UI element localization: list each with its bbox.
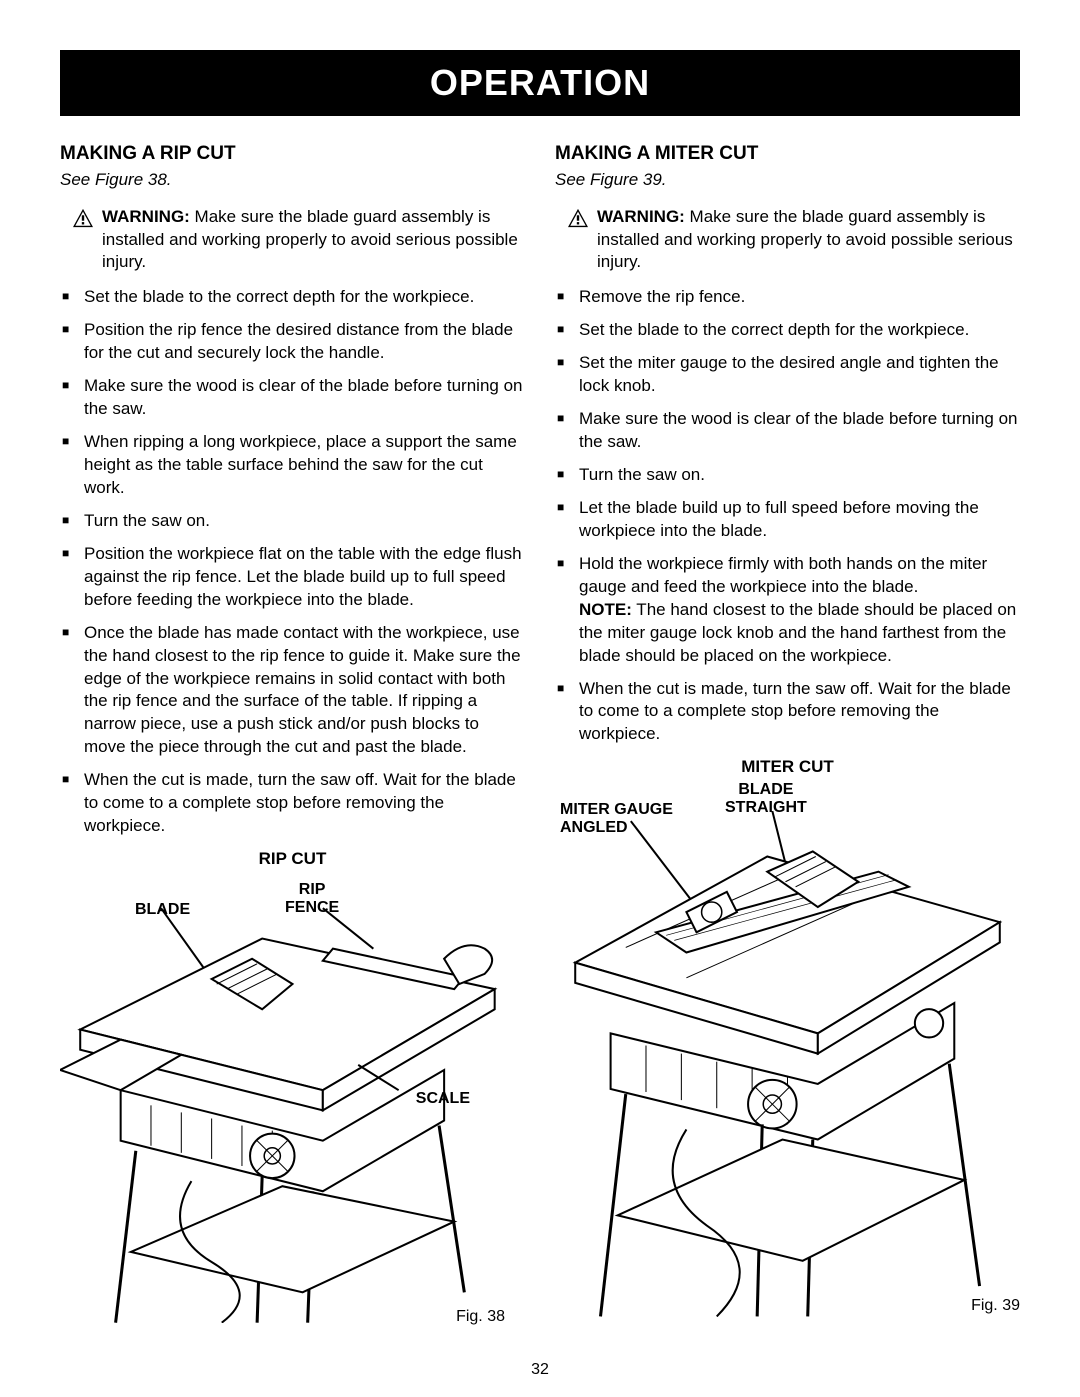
banner-title: OPERATION xyxy=(60,50,1020,116)
list-item: Remove the rip fence. xyxy=(555,286,1020,309)
list-item: When the cut is made, turn the saw off. … xyxy=(60,769,525,838)
warning-triangle-icon xyxy=(567,208,589,228)
list-item: Set the blade to the correct depth for t… xyxy=(555,319,1020,342)
content-columns: MAKING A RIP CUT See Figure 38. WARNING:… xyxy=(60,141,1020,1328)
warning-label: WARNING: xyxy=(102,207,190,226)
rip-fig-title: RIP CUT xyxy=(60,848,525,871)
list-item: Hold the workpiece firmly with both hand… xyxy=(555,553,1020,668)
miter-warning-text: WARNING: Make sure the blade guard assem… xyxy=(597,206,1020,275)
right-column: MAKING A MITER CUT See Figure 39. WARNIN… xyxy=(555,141,1020,1328)
rip-warning-text: WARNING: Make sure the blade guard assem… xyxy=(102,206,525,275)
warning-triangle-icon xyxy=(72,208,94,228)
page-number: 32 xyxy=(531,1361,549,1379)
note-body: The hand closest to the blade should be … xyxy=(579,600,1016,665)
rip-cut-title: MAKING A RIP CUT xyxy=(60,141,525,167)
label-scale: SCALE xyxy=(416,1088,470,1110)
list-item: Set the blade to the correct depth for t… xyxy=(60,286,525,309)
list-item: When ripping a long workpiece, place a s… xyxy=(60,431,525,500)
miter-steps-list: Remove the rip fence. Set the blade to t… xyxy=(555,286,1020,746)
list-item: When the cut is made, turn the saw off. … xyxy=(555,678,1020,747)
list-item: Position the rip fence the desired dista… xyxy=(60,319,525,365)
list-item: Position the workpiece flat on the table… xyxy=(60,543,525,612)
list-item: Turn the saw on. xyxy=(60,510,525,533)
warning-label: WARNING: xyxy=(597,207,685,226)
table-saw-miter-diagram-icon xyxy=(555,811,1020,1316)
miter-cut-title: MAKING A MITER CUT xyxy=(555,141,1020,167)
list-item: Let the blade build up to full speed bef… xyxy=(555,497,1020,543)
note-label: NOTE: xyxy=(579,600,632,619)
miter-cut-figure: MITER CUT BLADE STRAIGHT MITER GAUGE ANG… xyxy=(555,756,1020,1316)
step-text: Hold the workpiece firmly with both hand… xyxy=(579,554,987,596)
list-item: Turn the saw on. xyxy=(555,464,1020,487)
fig-38-caption: Fig. 38 xyxy=(456,1306,505,1328)
list-item: Set the miter gauge to the desired angle… xyxy=(555,352,1020,398)
miter-cut-figure-ref: See Figure 39. xyxy=(555,169,1020,192)
miter-fig-title: MITER CUT xyxy=(555,756,1020,779)
fig-39-caption: Fig. 39 xyxy=(971,1295,1020,1317)
list-item: Once the blade has made contact with the… xyxy=(60,622,525,760)
list-item: Make sure the wood is clear of the blade… xyxy=(555,408,1020,454)
rip-cut-figure: RIP CUT BLADE RIP FENCE xyxy=(60,848,525,1328)
miter-warning-block: WARNING: Make sure the blade guard assem… xyxy=(555,206,1020,275)
rip-cut-figure-ref: See Figure 38. xyxy=(60,169,525,192)
rip-warning-block: WARNING: Make sure the blade guard assem… xyxy=(60,206,525,275)
left-column: MAKING A RIP CUT See Figure 38. WARNING:… xyxy=(60,141,525,1328)
rip-steps-list: Set the blade to the correct depth for t… xyxy=(60,286,525,838)
list-item: Make sure the wood is clear of the blade… xyxy=(60,375,525,421)
